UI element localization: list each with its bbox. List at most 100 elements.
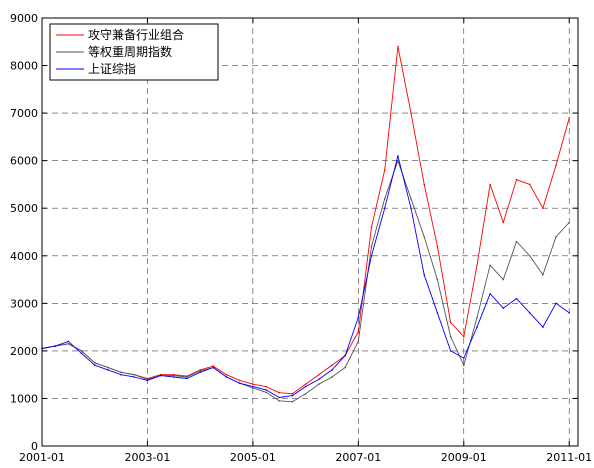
y-tick-label: 5000 [10,202,38,215]
y-tick-label: 8000 [10,60,38,73]
series-1-point [107,366,109,369]
series-lines [41,45,570,403]
series-0-point [383,169,386,171]
series-0-point [463,335,465,338]
series-0-point [357,331,360,333]
series-0-point [489,183,491,186]
series-1-point [67,343,70,345]
y-tick-label: 9000 [10,12,38,25]
series-0-point [449,321,452,324]
series-1-point [344,366,346,369]
series-2-point [159,374,162,377]
series-2-point [278,396,281,399]
series-1-point [463,364,465,367]
series-1-point [291,401,294,403]
series-2-point [265,389,267,391]
y-tick-label: 7000 [10,107,38,120]
series-1-point [357,340,360,343]
series-1-point [252,387,254,389]
series-2-point [449,350,452,352]
series-2-point [120,373,122,376]
series-0-point [397,45,399,48]
series-1-point [423,236,426,238]
series-0-point [291,392,294,395]
series-1-point [278,400,281,402]
series-1-point [265,391,267,394]
y-tick-label: 0 [31,440,38,453]
series-2-point [542,326,544,328]
x-tick-label: 2003-01 [124,451,170,464]
series-2-point [397,155,399,157]
series-1-point [318,383,320,386]
series-2-point [238,382,241,385]
series-1-point [436,278,439,281]
series-1-point [186,376,188,378]
series-1-point [173,374,175,377]
x-tick-label: 2011-01 [546,451,592,464]
series-1-point [528,255,531,257]
series-1-point [80,350,83,352]
series-2-point [489,293,491,295]
series-1-point [93,362,96,364]
series-2-point [212,366,215,369]
y-tick-label: 4000 [10,250,38,263]
series-2-point [252,385,254,388]
legend-label-0: 攻守兼备行业组合 [88,27,184,42]
series-2-point [383,207,386,209]
series-2-point [133,376,136,378]
series-0-point [436,245,439,248]
series-2-point [344,354,346,357]
series-line-0 [41,46,570,395]
y-tick-label: 1000 [10,392,38,405]
series-0-point [502,221,505,224]
series-1-point [133,373,136,376]
grid-lines [42,18,578,446]
series-1-point [515,240,518,243]
series-2-point [502,307,505,309]
series-2-point [476,326,478,328]
series-2-point [93,364,96,367]
axis-ticks: 0 1000 2000 3000 4000 5000 6000 7000 8000 9000 200… [10,12,592,464]
series-0-point [252,383,254,386]
x-tick-label: 2001-01 [19,451,65,464]
series-2-point [436,312,439,314]
series-0-point [212,365,215,367]
series-0-point [476,264,478,267]
series-2-point [291,394,294,397]
series-2-point [80,352,83,355]
series-2-point [186,377,188,380]
legend-label-2: 上证综指 [88,61,136,76]
series-1-point [410,197,412,200]
series-1-point [542,274,544,276]
x-tick-label: 2005-01 [230,451,276,464]
series-2-point [515,297,518,300]
series-2-point [199,371,201,374]
series-2-point [146,379,149,382]
series-2-point [173,376,175,378]
series-0-point [423,183,426,186]
series-2-point [107,369,109,371]
series-1-point [489,264,491,267]
series-0-point [278,391,281,394]
series-1-point [120,371,122,374]
series-2-point [555,302,557,305]
series-0-point [238,379,241,382]
x-tick-label: 2009-01 [441,451,487,464]
series-2-point [463,357,465,359]
series-0-point [555,164,557,167]
series-2-point [423,274,426,276]
series-0-point [304,383,307,386]
series-2-point [357,316,360,319]
series-1-point [383,197,386,200]
series-2-point [67,340,70,343]
series-2-point [318,378,320,381]
series-2-point [568,312,570,314]
series-2-point [54,345,56,347]
series-2-point [370,255,373,257]
plot-frame [41,17,579,447]
series-2-point [304,385,307,388]
series-0-point [318,373,320,376]
series-0-point [542,207,544,209]
series-0-point [528,183,531,186]
series-1-point [502,278,505,281]
